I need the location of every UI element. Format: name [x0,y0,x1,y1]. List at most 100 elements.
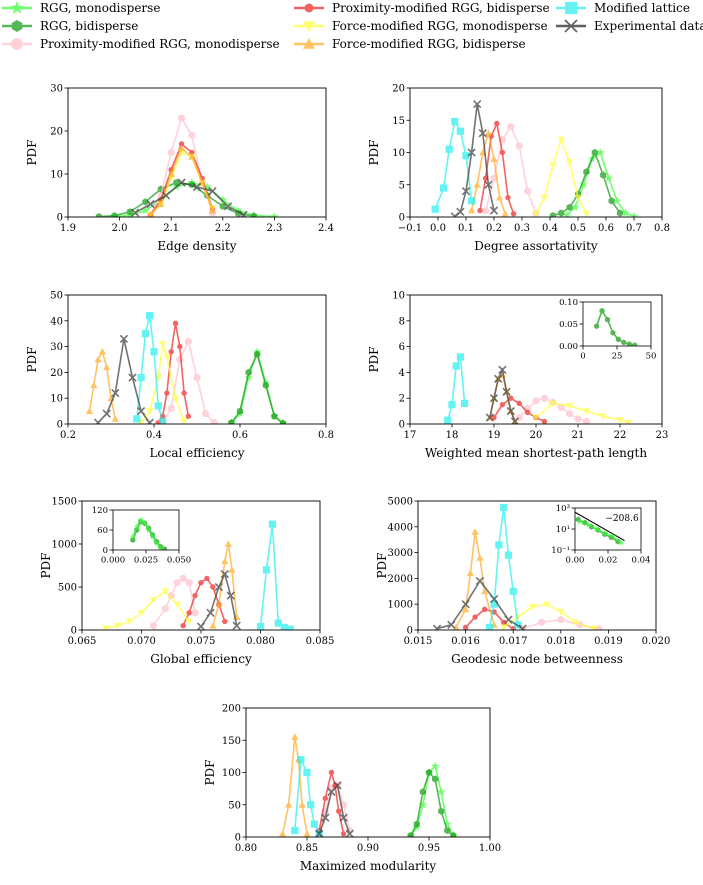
series-hexagon [549,148,624,217]
data-point [610,329,616,336]
data-point [509,587,517,595]
data-point [297,756,305,764]
legend-label: RGG, monodisperse [40,1,161,15]
data-point [498,365,507,374]
x-tick-label: 0.080 [246,636,275,647]
y-tick-label: 150 [222,736,241,747]
y-tick-label: 1000 [388,600,413,611]
x-tick-label: 0.4 [542,223,558,234]
data-point [145,526,152,533]
data-point [141,206,150,214]
data-point [137,609,146,617]
axes-frame [417,500,657,631]
data-point [456,207,465,217]
data-point [443,819,452,828]
data-point [481,587,489,595]
data-point [558,209,565,217]
y-tick-label: 0.00 [559,342,578,352]
legend-label: Proximity-modified RGG, bidisperse [332,1,550,15]
x-tick-label: 25 [612,352,623,362]
data-point [236,407,244,415]
data-point [444,826,451,835]
y-tick-label: 1500 [52,497,77,508]
data-point [413,820,420,828]
panel-4: 17 18 19 20 21 22 23 0 2 4 6 8 10 Weighted mean short… [367,291,668,461]
data-point [321,813,330,822]
data-point [180,623,186,629]
data-point [562,210,571,217]
data-point [179,574,187,583]
data-point [484,180,493,189]
data-point [215,600,223,608]
data-point [582,417,590,424]
y-tick-label: 50 [50,291,63,302]
series-x [93,334,154,424]
fit-line [575,511,625,542]
data-point [146,312,154,320]
data-point [239,210,248,217]
legend-marker [565,2,577,14]
data-point [499,401,506,408]
data-point [310,820,318,828]
data-point [147,211,154,217]
axes-frame [81,500,321,631]
data-point [582,408,590,415]
data-point [186,610,192,616]
series-circle [482,123,540,217]
data-point [617,539,625,546]
x-tick-label: 0.80 [235,843,257,854]
x-tick-label: 0.4 [146,430,162,441]
fit-annotation: −208.6 [605,514,639,524]
panel-3: 0.2 0.4 0.6 0.8 0 10 20 30 40 50 Local efficiency P… [25,291,334,461]
data-point [232,621,241,630]
data-point [167,148,175,157]
data-point [280,623,288,630]
data-point [445,145,453,153]
legend-entry: RGG, bidisperse [0,17,138,35]
inset: 0 25 50 0.00 0.05 0.10 [559,298,656,362]
data-point [444,416,452,424]
data-point [245,368,252,376]
data-point [111,388,120,398]
data-point [203,182,212,191]
data-point [501,210,509,217]
data-point [605,316,610,323]
data-point [171,395,180,402]
data-point [254,350,261,358]
data-point [496,194,504,201]
data-point [274,619,282,627]
legend-entry: Proximity-modified RGG, monodisperse [0,35,280,53]
data-point [161,604,169,613]
data-point [571,203,580,211]
x-tick-label: 0.04 [632,556,651,566]
series-hexagon [407,768,457,837]
series-line [140,343,185,424]
data-point [189,149,195,156]
y-tick-label: 0 [57,420,63,431]
x-tick-label: 0.8 [654,223,670,234]
series-x [432,576,527,630]
data-point [583,168,590,176]
inset-frame [112,509,180,551]
x-tick-label: 0.000 [101,556,125,566]
data-point [85,407,94,414]
series-x [450,99,499,217]
y-tick-label: 4000 [388,522,413,533]
data-point [328,769,335,776]
data-point [475,576,485,586]
data-point [206,608,215,617]
y-tick-label: 10¹ [556,525,570,535]
legend-marker [11,38,23,50]
data-point [462,624,469,630]
legend-label: RGG, bidisperse [40,19,139,33]
panel-7: 0.80 0.85 0.90 0.95 1.00 0 50 100 150 200 Maximize… [203,704,501,874]
data-point [566,203,573,211]
data-point [608,197,615,205]
series-dot [147,141,216,217]
data-point [250,212,257,217]
y-tick-label: 500 [58,583,77,594]
data-point [574,415,582,423]
data-point [224,540,232,547]
data-point [566,159,574,166]
